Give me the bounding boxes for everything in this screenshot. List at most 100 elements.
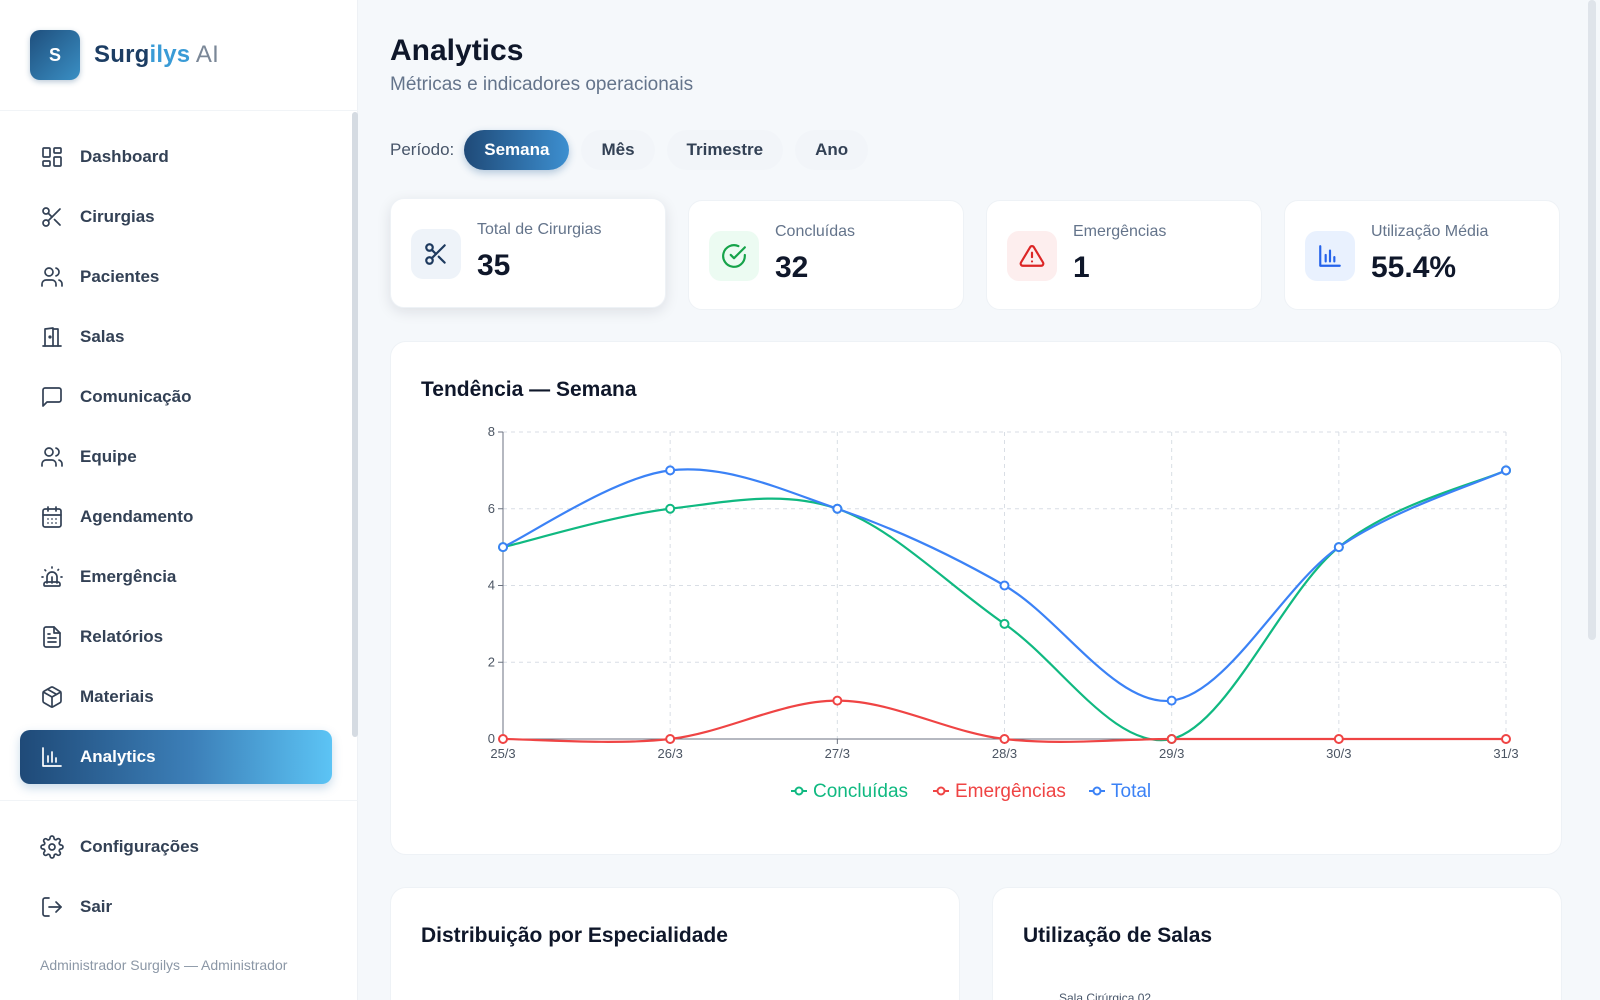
sidebar-item-label: Cirurgias	[80, 207, 155, 226]
sidebar-item-materiais[interactable]: Materiais	[20, 670, 332, 724]
sidebar-item-relatorios[interactable]: Relatórios	[20, 610, 332, 664]
sidebar-item-label: Salas	[80, 327, 125, 346]
data-point-total	[665, 465, 676, 476]
kpi-label: Concluídas	[775, 223, 856, 240]
room-utilization-card: Utilização de Salas Sala Cirúrgica 02	[992, 887, 1562, 1000]
scissors-icon	[411, 229, 461, 279]
nav-divider	[0, 800, 358, 801]
bar-chart-icon	[40, 745, 64, 769]
package-icon	[40, 685, 64, 709]
y-tick-label: 8	[488, 424, 495, 439]
period-mes-button[interactable]: Mês	[581, 130, 655, 170]
period-selector: Período: Semana Mês Trimestre Ano	[390, 130, 880, 170]
sidebar-item-label: Comunicação	[80, 387, 192, 406]
kpi-value: 55.4%	[1371, 251, 1457, 284]
kpi-label: Emergências	[1073, 223, 1167, 240]
data-point-emergencias	[1333, 734, 1344, 744]
check-circle-icon	[709, 231, 759, 281]
legend-marker-emergencias	[936, 786, 946, 796]
sidebar-item-label: Materiais	[80, 687, 154, 706]
kpi-card-total[interactable]: Total de Cirurgias 35	[390, 198, 666, 308]
legend-label-total: Total	[1111, 781, 1151, 802]
period-label: Período:	[390, 140, 455, 159]
trend-chart-card: Tendência — Semana 0 2 4 6 8 25/3 26/3 27/3 28/3…	[390, 341, 1562, 855]
chart-title: Tendência — Semana	[421, 378, 637, 401]
sidebar-item-label: Configurações	[80, 837, 200, 856]
footer-user: Administrador Surgilys — Administrador	[40, 957, 288, 973]
brand[interactable]: S Surgilys AI	[30, 30, 219, 80]
specialty-distribution-card: Distribuição por Especialidade	[390, 887, 960, 1000]
period-semana-button[interactable]: Semana	[464, 130, 570, 170]
data-point-emergencias	[832, 695, 843, 706]
page-scrollbar[interactable]	[1588, 0, 1596, 640]
data-point-total	[1501, 465, 1511, 476]
sidebar-item-label: Analytics	[80, 747, 156, 766]
sidebar-item-salas[interactable]: Salas	[20, 310, 332, 364]
gear-icon	[40, 835, 64, 859]
sidebar-item-emergencia[interactable]: Emergência	[20, 550, 332, 604]
door-icon	[40, 325, 64, 349]
sidebar-item-dashboard[interactable]: Dashboard	[20, 130, 332, 184]
brand-logo: S	[30, 30, 80, 80]
file-text-icon	[40, 625, 64, 649]
data-point-total	[498, 542, 508, 553]
y-tick-label: 2	[488, 654, 495, 669]
sidebar-item-label: Agendamento	[80, 507, 194, 526]
data-point-emergencias	[498, 734, 508, 744]
kpi-card-utilizacao[interactable]: Utilização Média 55.4%	[1284, 200, 1560, 310]
page-title: Analytics	[390, 34, 524, 67]
sidebar-item-label: Sair	[80, 897, 113, 916]
sidebar-scrollbar[interactable]	[352, 112, 358, 737]
kpi-value: 32	[775, 251, 809, 284]
data-point-emergencias	[1166, 734, 1177, 744]
data-point-total	[832, 503, 843, 514]
trend-chart[interactable]: 0 2 4 6 8 25/3 26/3 27/3 28/3 29/3 30/3 31/3 Concluí…	[391, 342, 1563, 856]
data-point-emergencias	[1501, 734, 1511, 744]
data-point-concluidas	[665, 503, 676, 514]
x-tick-label: 27/3	[825, 746, 850, 761]
kpi-row: Total de Cirurgias 35 Concluídas 32 Emer…	[390, 198, 1562, 310]
sidebar-item-label: Emergência	[80, 567, 177, 586]
sidebar-item-pacientes[interactable]: Pacientes	[20, 250, 332, 304]
team-icon	[40, 445, 64, 469]
sidebar-item-label: Dashboard	[80, 147, 169, 166]
siren-icon	[40, 565, 64, 589]
brand-name: Surgilys AI	[94, 41, 219, 69]
sidebar-item-comunicacao[interactable]: Comunicação	[20, 370, 332, 424]
sidebar-item-sair[interactable]: Sair	[20, 880, 332, 934]
logout-icon	[40, 895, 64, 919]
sidebar-item-analytics[interactable]: Analytics	[20, 730, 332, 784]
y-tick-label: 4	[488, 578, 495, 593]
kpi-value: 1	[1073, 251, 1090, 284]
sidebar-item-cirurgias[interactable]: Cirurgias	[20, 190, 332, 244]
sidebar-bottom-nav: Configurações Sair	[20, 820, 332, 940]
period-ano-button[interactable]: Ano	[795, 130, 869, 170]
dashboard-icon	[40, 145, 64, 169]
sidebar-item-configuracoes[interactable]: Configurações	[20, 820, 332, 874]
card-title: Distribuição por Especialidade	[421, 924, 728, 947]
sidebar-item-label: Pacientes	[80, 267, 160, 286]
brand-name-part2: ilys	[149, 41, 191, 68]
kpi-label: Utilização Média	[1371, 223, 1489, 240]
x-tick-label: 29/3	[1159, 746, 1184, 761]
data-point-total	[999, 580, 1010, 591]
kpi-label: Total de Cirurgias	[477, 221, 602, 238]
x-tick-label: 26/3	[658, 746, 683, 761]
data-point-emergencias	[665, 734, 676, 744]
kpi-card-emergencias[interactable]: Emergências 1	[986, 200, 1262, 310]
brand-name-part3: AI	[190, 41, 219, 68]
sidebar-nav: Dashboard Cirurgias Pacientes Salas Comu…	[20, 130, 332, 790]
data-point-total	[1333, 542, 1344, 553]
legend-marker-total	[1092, 786, 1102, 796]
card-title: Utilização de Salas	[1023, 924, 1213, 947]
kpi-card-concluidas[interactable]: Concluídas 32	[688, 200, 964, 310]
sidebar-item-label: Relatórios	[80, 627, 164, 646]
calendar-icon	[40, 505, 64, 529]
period-trimestre-button[interactable]: Trimestre	[666, 130, 784, 170]
data-point-concluidas	[999, 618, 1010, 629]
legend-label-concluidas: Concluídas	[813, 781, 908, 802]
x-tick-label: 30/3	[1326, 746, 1351, 761]
sidebar-item-equipe[interactable]: Equipe	[20, 430, 332, 484]
brand-name-part1: Surg	[94, 41, 150, 68]
sidebar-item-agendamento[interactable]: Agendamento	[20, 490, 332, 544]
